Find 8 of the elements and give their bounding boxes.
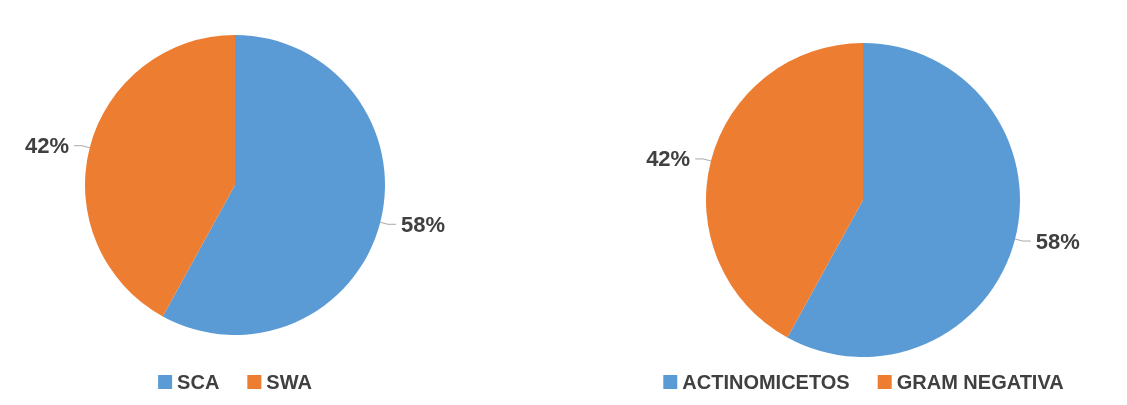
legend-label: SWA (266, 371, 312, 393)
legend-label: GRAM NEGATIVA (896, 371, 1064, 393)
data-label: 58% (1035, 228, 1080, 254)
data-label: 58% (401, 211, 446, 237)
legend-label: ACTINOMICETOS (682, 371, 850, 393)
data-label: 42% (24, 133, 69, 159)
legend-label: SCA (177, 371, 220, 393)
data-label: 42% (646, 146, 691, 172)
